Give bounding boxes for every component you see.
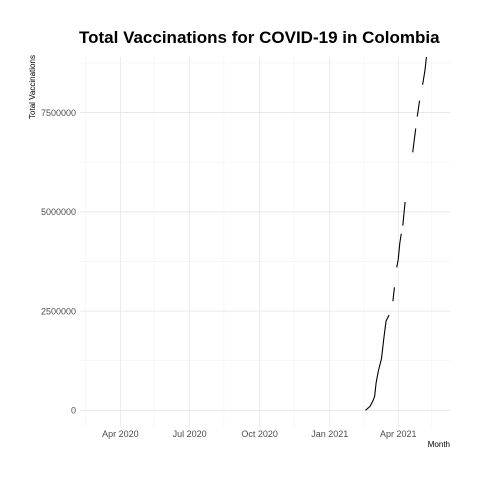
series-lines: [365, 56, 427, 411]
x-axis-ticks: Apr 2020 Jul 2020 Oct 2020 Jan 2021 Apr 2021: [102, 429, 416, 439]
series-line-segment: [365, 314, 390, 411]
y-tick-label: 0: [71, 406, 76, 416]
y-axis-ticks: 0 2500000 5000000 7500000: [41, 108, 76, 416]
x-tick-label: Jan 2021: [311, 429, 348, 439]
y-tick-label: 2500000: [41, 306, 76, 316]
y-tick-label: 5000000: [41, 207, 76, 217]
y-tick-label: 7500000: [41, 108, 76, 118]
chart-title: Total Vaccinations for COVID-19 in Colom…: [79, 28, 440, 47]
grid: [80, 57, 450, 427]
series-line-segment: [416, 100, 421, 117]
series-line-segment: [392, 287, 395, 302]
y-axis-label: Total Vaccinations: [28, 55, 37, 119]
x-axis-label: Month: [428, 440, 450, 449]
x-tick-label: Apr 2020: [102, 429, 139, 439]
series-line-segment: [396, 233, 402, 268]
x-tick-label: Apr 2021: [380, 429, 417, 439]
x-tick-label: Oct 2020: [241, 429, 278, 439]
x-tick-label: Jul 2020: [173, 429, 207, 439]
series-line-segment: [402, 201, 406, 226]
series-line-segment: [412, 128, 417, 153]
series-line-segment: [422, 56, 427, 85]
